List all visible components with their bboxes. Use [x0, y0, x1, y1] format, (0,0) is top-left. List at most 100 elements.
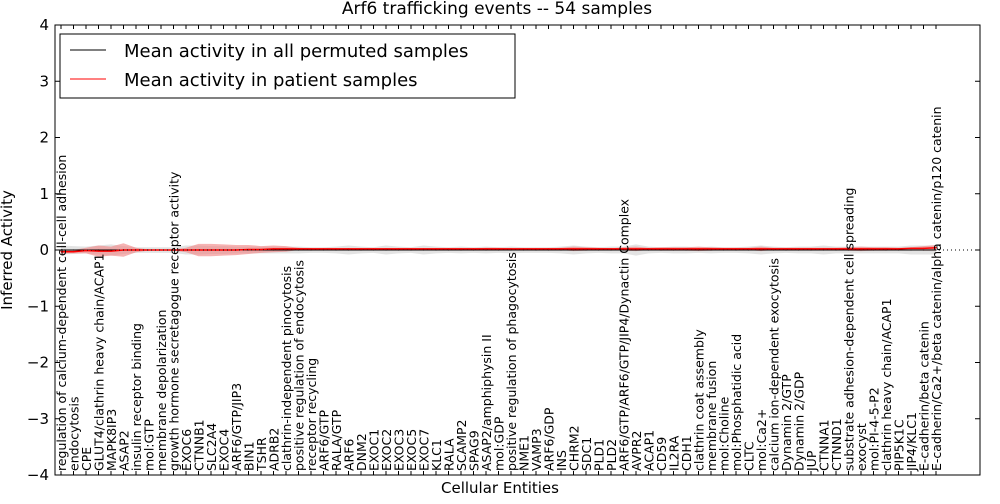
x-tick-label: GLUT4/clathrin heavy chain/ACAP1	[92, 253, 107, 471]
chart-title: Arf6 trafficking events -- 54 samples	[342, 0, 652, 19]
legend-label-permuted: Mean activity in all permuted samples	[124, 41, 468, 62]
data-point	[485, 249, 487, 251]
y-tick-label: −2	[27, 354, 49, 372]
data-point	[422, 248, 425, 250]
x-tick-label: INS	[554, 450, 569, 471]
x-tick-label: EXOC1	[367, 429, 382, 471]
x-tick-label: clathrin-independent pinocytosis	[279, 266, 294, 471]
x-tick-label: Dynamin 2/GDP	[792, 371, 807, 471]
data-point	[897, 249, 900, 251]
x-tick-label: EXOC4	[217, 429, 232, 471]
data-point	[860, 249, 862, 251]
x-tick-label: exocyst	[854, 423, 869, 471]
x-tick-label: AVPR2	[629, 431, 644, 471]
data-point	[597, 248, 600, 250]
x-tick-label: substrate adhesion-dependent cell spread…	[842, 188, 857, 471]
x-tick-label: CD59	[654, 437, 669, 471]
x-tick-label: ASAP2/amphiphysin II	[479, 334, 494, 471]
data-point	[710, 248, 712, 250]
legend-box	[59, 33, 516, 99]
data-point	[297, 249, 300, 251]
x-tick-label: insulin receptor binding	[129, 323, 144, 471]
data-point	[597, 249, 600, 251]
x-tick-label: NME1	[517, 435, 532, 471]
x-tick-label: calcium ion-dependent exocytosis	[767, 258, 782, 471]
x-tick-label: RALA/GTP	[329, 409, 344, 471]
data-point	[460, 249, 462, 251]
data-point	[760, 248, 762, 250]
data-point	[360, 248, 362, 250]
data-point	[285, 249, 287, 251]
x-tick-label: growth hormone secretagogue receptor act…	[167, 171, 182, 471]
x-tick-label: mol:GTP	[142, 419, 157, 471]
x-tick-label: ARF6	[342, 439, 357, 471]
data-point	[760, 249, 762, 251]
data-point	[472, 249, 475, 251]
data-point	[685, 248, 687, 250]
data-point	[97, 250, 100, 252]
data-point	[885, 248, 887, 250]
data-point	[485, 248, 487, 250]
data-point	[185, 249, 187, 251]
x-tick-label: EXOC5	[404, 429, 419, 471]
x-tick-label: endocytosis	[67, 396, 82, 471]
data-point	[60, 251, 62, 253]
data-point	[160, 249, 162, 251]
x-tick-label: mol:PI-4-5-P2	[867, 387, 882, 471]
x-tick-label: KLC1	[429, 439, 444, 471]
data-point	[585, 249, 587, 251]
data-point	[885, 249, 887, 251]
legend: Mean activity in all permuted samples Me…	[59, 33, 516, 99]
data-point	[97, 249, 100, 251]
data-point	[272, 249, 275, 251]
x-tick-label: ARF6/GTP	[317, 410, 332, 471]
data-point	[472, 248, 475, 250]
x-tick-label: E-cadherin/beta catenin	[917, 321, 932, 471]
x-tick-label: ARF6/GTP/JIP3	[229, 383, 244, 471]
data-point	[497, 248, 500, 250]
x-tick-label: membrane depolarization	[154, 310, 169, 471]
x-tick-label: ARF6/GDP	[542, 407, 557, 471]
x-tick-label: CTNNA1	[817, 419, 832, 471]
x-tick-label: ARF6/GTP/ARF6/GTP/JIP4/Dynactin Complex	[617, 199, 632, 471]
y-axis-label: Inferred Activity	[0, 190, 16, 310]
x-tick-label: PLD1	[592, 439, 607, 471]
x-tick-label: VAMP3	[529, 428, 544, 471]
data-point	[360, 249, 362, 251]
data-point	[497, 249, 500, 251]
x-tick-label: membrane fusion	[704, 361, 719, 471]
data-point	[847, 248, 850, 250]
x-tick-label: receptor recycling	[304, 358, 319, 471]
data-point	[860, 248, 862, 250]
data-point	[635, 248, 637, 250]
x-tick-label: EXOC6	[179, 429, 194, 471]
data-point	[685, 249, 687, 251]
x-tick-label: EXOC2	[379, 429, 394, 471]
y-tick-label: −4	[27, 466, 49, 484]
data-point	[72, 251, 75, 253]
data-point	[272, 248, 275, 250]
data-point	[447, 249, 450, 251]
y-tick-label: −3	[27, 410, 49, 428]
data-point	[285, 248, 287, 250]
y-tick-label: 3	[39, 72, 49, 90]
data-point	[747, 248, 750, 250]
data-point	[647, 249, 650, 251]
data-point	[410, 248, 412, 250]
data-point	[547, 248, 550, 250]
data-point	[660, 249, 662, 251]
data-point	[297, 248, 300, 250]
data-point	[510, 248, 512, 250]
plot-frame	[54, 24, 981, 476]
x-tick-label: JUP	[804, 450, 819, 472]
data-point	[197, 249, 200, 251]
x-tick-label: PLD2	[604, 439, 619, 471]
data-point	[72, 249, 75, 251]
data-point	[622, 248, 625, 250]
x-tick-label: mol:Ca2+	[754, 409, 769, 471]
data-point	[560, 248, 562, 250]
data-point	[85, 249, 87, 252]
data-point	[910, 247, 912, 249]
y-tick-label: 4	[39, 16, 49, 34]
